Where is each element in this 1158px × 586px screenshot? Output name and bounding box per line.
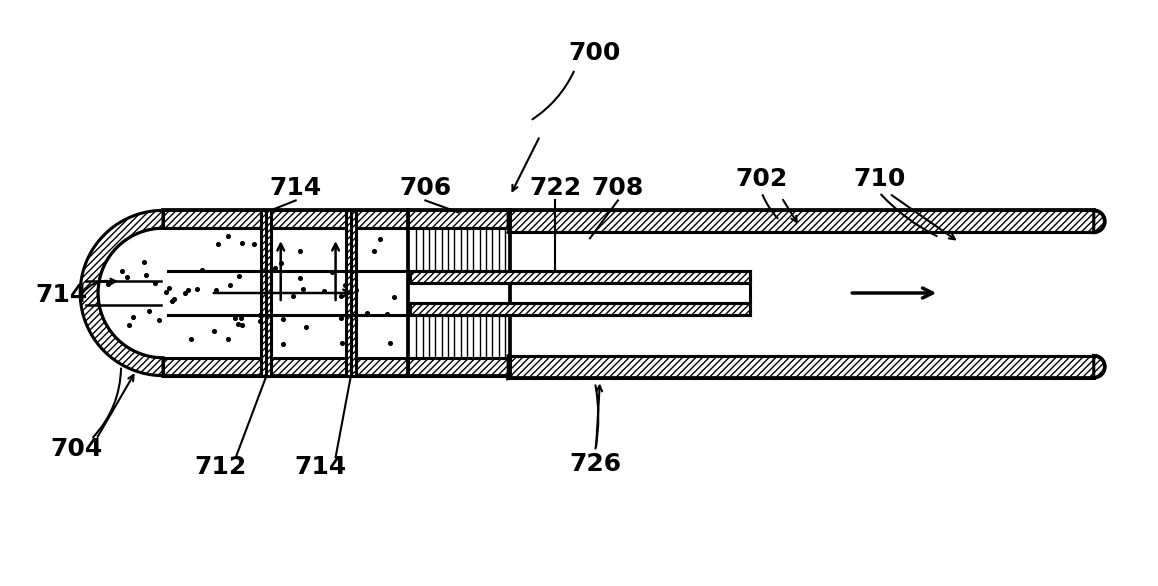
Polygon shape [163, 229, 409, 357]
Point [151, 316, 169, 325]
Polygon shape [345, 210, 356, 376]
Point [384, 292, 403, 302]
Point [332, 338, 351, 347]
Polygon shape [409, 357, 511, 376]
Point [112, 267, 131, 276]
Point [291, 274, 309, 283]
Point [119, 320, 138, 329]
Point [381, 339, 400, 348]
Polygon shape [1094, 210, 1105, 232]
Point [182, 335, 200, 344]
Point [117, 272, 135, 281]
Point [98, 280, 117, 289]
Point [206, 286, 225, 295]
Point [365, 247, 383, 256]
Point [192, 265, 211, 275]
Point [346, 285, 365, 295]
Point [137, 271, 155, 280]
Text: 722: 722 [529, 176, 581, 200]
Point [256, 301, 274, 310]
Polygon shape [98, 229, 163, 357]
Point [208, 239, 227, 248]
Point [378, 309, 396, 318]
Point [230, 272, 249, 281]
Text: 700: 700 [569, 41, 621, 65]
Polygon shape [163, 357, 409, 376]
Text: 714: 714 [270, 176, 322, 200]
Point [315, 287, 334, 296]
Polygon shape [1094, 356, 1105, 377]
Point [273, 339, 292, 349]
Point [338, 318, 357, 327]
Point [219, 335, 237, 344]
Text: 706: 706 [400, 176, 452, 200]
Text: 714: 714 [294, 455, 346, 479]
Point [331, 291, 350, 300]
Point [229, 319, 248, 329]
Point [160, 283, 178, 292]
Text: 708: 708 [592, 176, 644, 200]
Point [157, 287, 176, 297]
Point [358, 308, 376, 318]
Point [226, 314, 244, 323]
Point [134, 258, 153, 267]
Point [163, 297, 182, 306]
Polygon shape [508, 210, 1094, 232]
Point [371, 234, 389, 244]
Point [284, 291, 302, 300]
Point [244, 240, 263, 249]
Polygon shape [163, 210, 409, 229]
Polygon shape [80, 210, 163, 376]
Text: 704: 704 [50, 437, 102, 461]
Polygon shape [508, 210, 511, 232]
Point [345, 247, 364, 256]
Point [233, 238, 251, 247]
Point [140, 306, 159, 316]
Point [271, 258, 290, 268]
Point [205, 326, 223, 336]
Point [265, 263, 284, 272]
Point [336, 280, 354, 289]
Point [296, 323, 315, 332]
Point [251, 311, 270, 320]
Text: 702: 702 [735, 166, 787, 190]
Point [331, 313, 350, 322]
Point [233, 320, 251, 329]
Point [164, 294, 183, 303]
Text: 710: 710 [853, 166, 906, 190]
Polygon shape [508, 356, 511, 377]
Text: 726: 726 [569, 452, 621, 476]
Text: 712: 712 [195, 455, 247, 479]
Point [178, 285, 197, 295]
Point [219, 231, 237, 241]
Point [146, 279, 164, 288]
Point [188, 284, 206, 294]
Point [323, 267, 342, 277]
Point [251, 316, 270, 326]
Point [232, 313, 250, 322]
Point [221, 280, 240, 289]
Point [340, 339, 359, 348]
Text: 714: 714 [35, 283, 87, 307]
Point [273, 314, 292, 323]
Polygon shape [261, 210, 271, 376]
Polygon shape [410, 271, 749, 283]
Polygon shape [508, 356, 1094, 377]
Point [294, 285, 313, 294]
Polygon shape [409, 210, 511, 229]
Point [291, 247, 309, 256]
Point [124, 312, 142, 322]
Polygon shape [409, 229, 511, 357]
Polygon shape [410, 303, 749, 315]
Point [176, 288, 195, 298]
